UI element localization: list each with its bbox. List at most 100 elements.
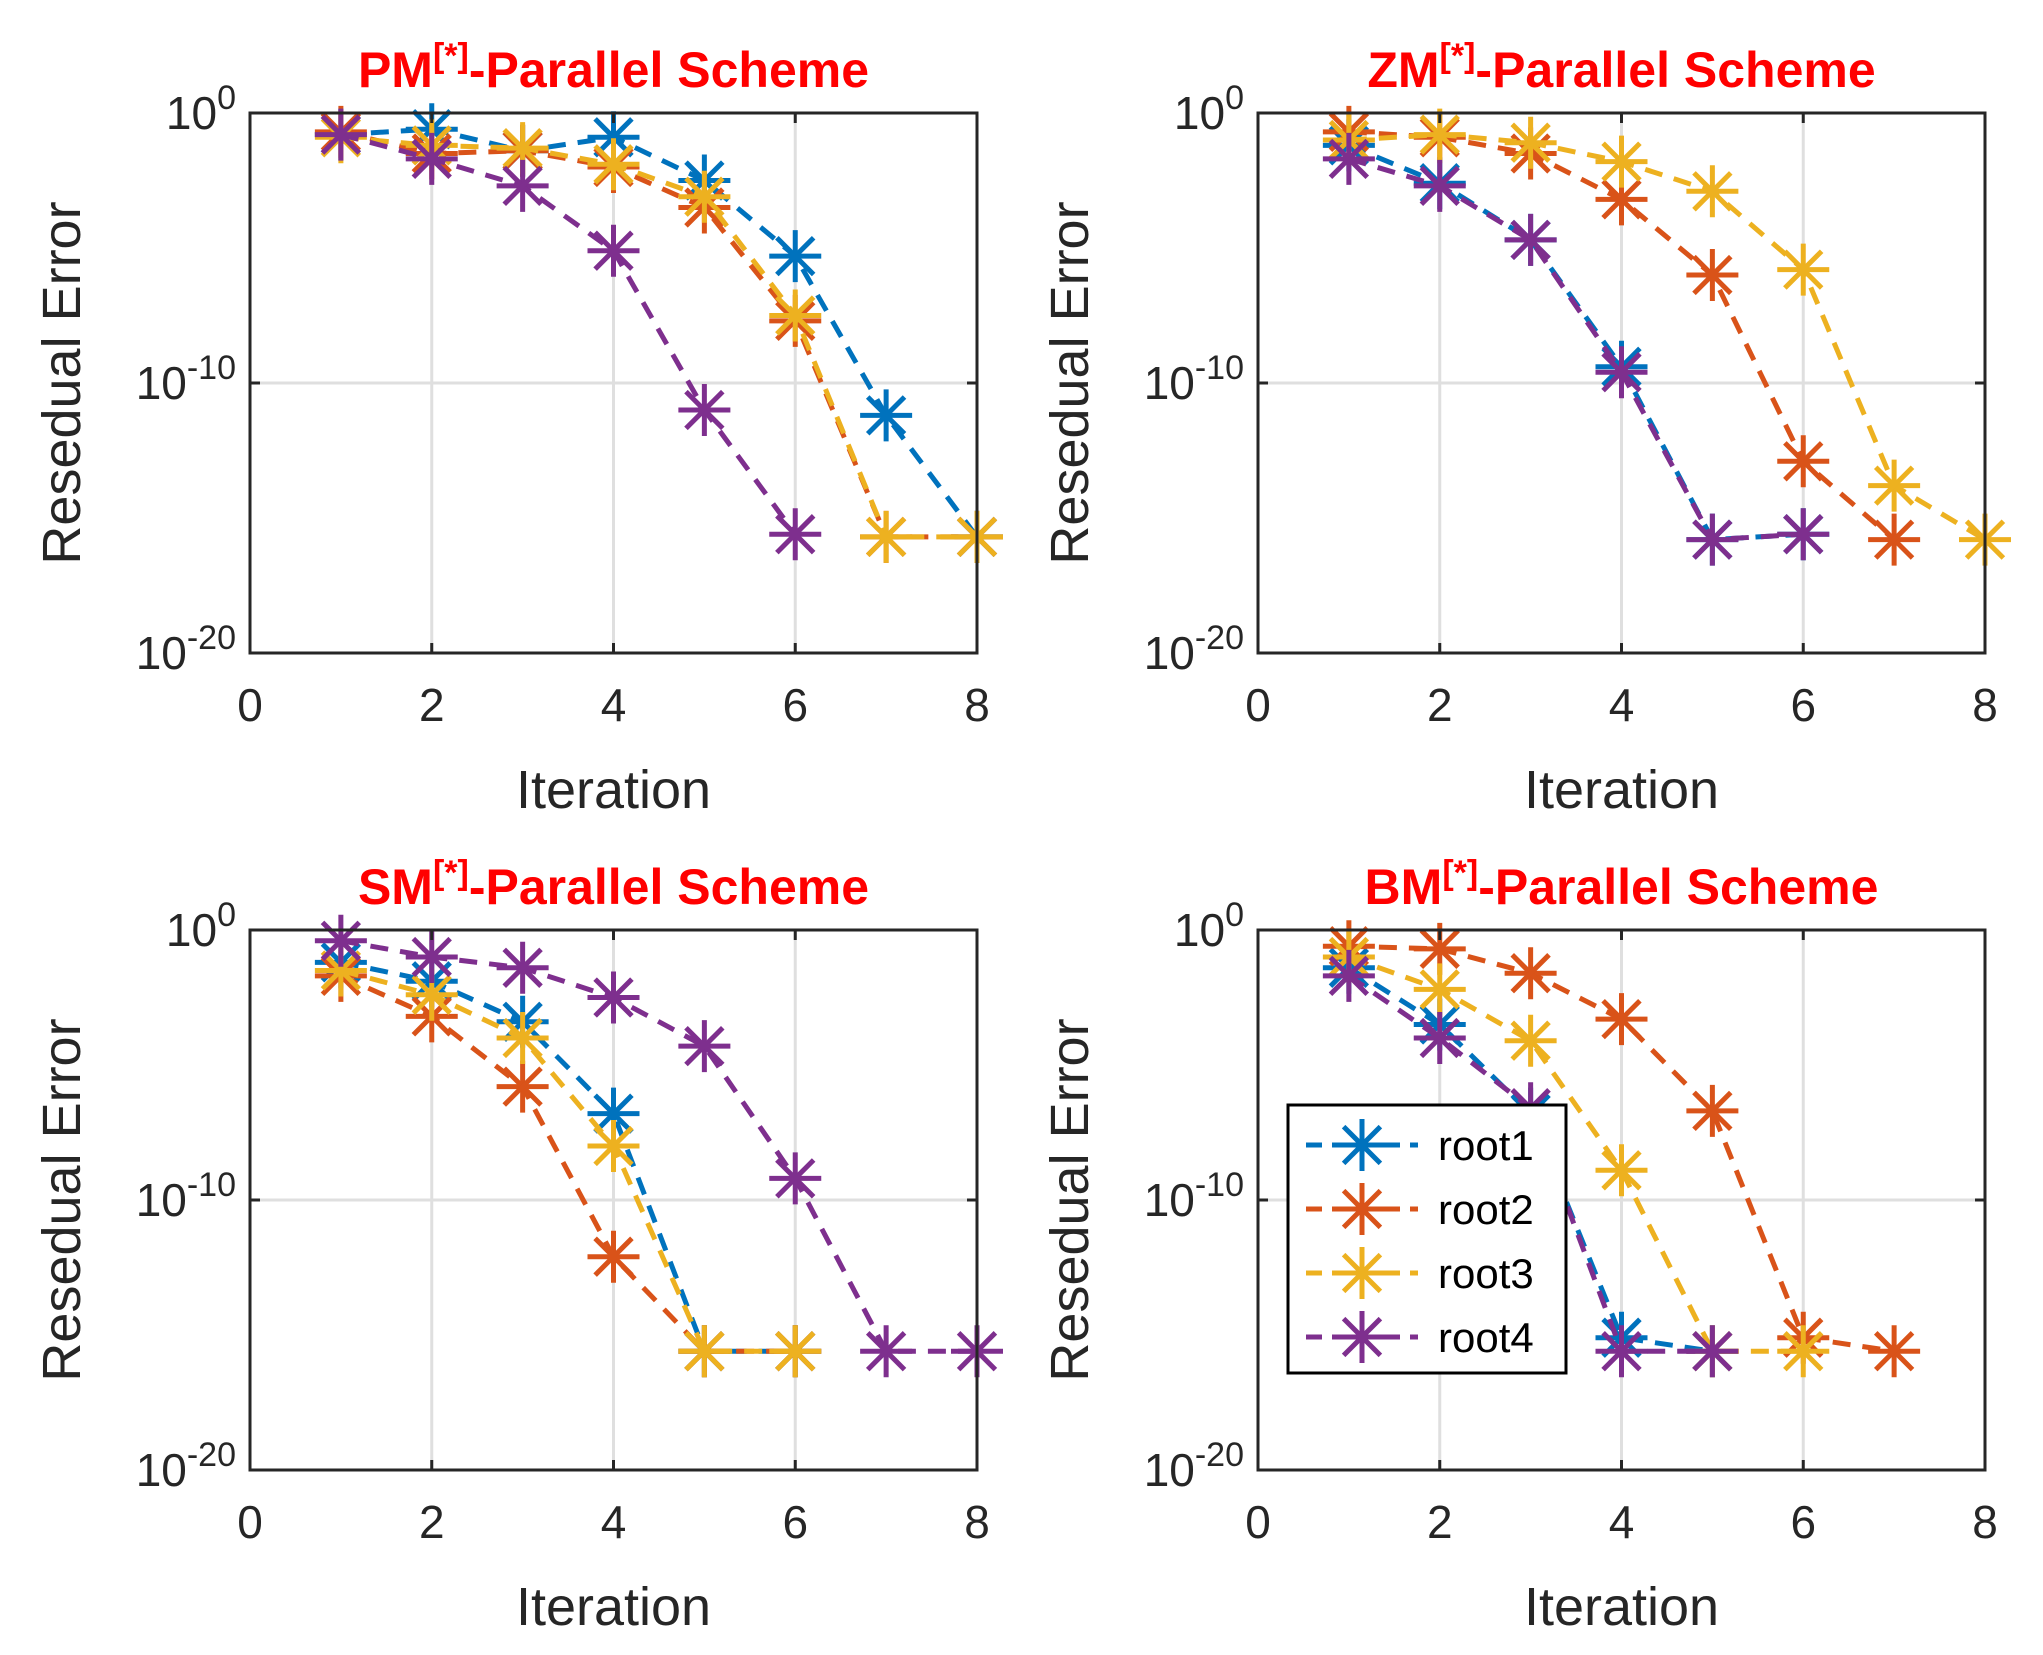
data-point-root4 <box>1595 346 1648 399</box>
y-tick-label: 10-20 <box>1144 619 1244 679</box>
chart-title: ZM[*]-Parallel Scheme <box>1367 37 1875 98</box>
y-tick-label: 10-20 <box>1144 1436 1244 1496</box>
data-point-root4 <box>405 132 458 185</box>
legend-entry-root4[interactable]: root4 <box>1306 1311 1534 1363</box>
legend-entry-root3[interactable]: root3 <box>1306 1247 1534 1299</box>
series-root3 <box>314 944 822 1378</box>
data-point-root1 <box>860 389 913 442</box>
data-point-root4 <box>1686 1325 1739 1378</box>
legend-label-root2: root2 <box>1438 1186 1534 1233</box>
data-point-root3 <box>1413 963 1466 1016</box>
y-tick-label: 10-20 <box>136 619 236 679</box>
legend-label-root1: root1 <box>1438 1122 1534 1169</box>
series-root4 <box>314 914 1003 1378</box>
y-axis-label: Resedual Error <box>1040 1018 1100 1381</box>
data-point-root4 <box>314 108 367 161</box>
data-point-root4 <box>1322 949 1375 1002</box>
data-point-root3 <box>678 170 731 223</box>
x-tick-label: 2 <box>419 679 445 731</box>
y-tick-label: 100 <box>1174 896 1244 956</box>
data-point-root1 <box>769 230 822 283</box>
x-tick-label: 0 <box>1245 679 1271 731</box>
x-tick-label: 2 <box>419 1496 445 1548</box>
data-point-root3 <box>1868 459 1921 512</box>
y-tick-label: 100 <box>166 79 236 139</box>
chart-title: SM[*]-Parallel Scheme <box>358 854 869 915</box>
y-tick-label: 10-10 <box>1144 1166 1244 1226</box>
data-point-root3 <box>1504 1014 1557 1067</box>
x-tick-label: 4 <box>1609 679 1635 731</box>
data-point-root3 <box>496 1012 549 1064</box>
data-point-root3 <box>860 510 913 563</box>
chart-panel-2: 0 2 4 6 8 100 10-10 10-20 Iteration Resedual Erro… <box>1040 37 2011 820</box>
x-tick-label: 6 <box>782 1496 808 1548</box>
chart-panel-4: 0 2 4 6 8 100 10-10 10-20 Iteration Resedual Erro… <box>1040 854 1998 1637</box>
chart-title: BM[*]-Parallel Scheme <box>1365 854 1879 915</box>
data-point-root4 <box>860 1325 913 1378</box>
data-point-root4 <box>1777 508 1830 561</box>
legend-entry-root1[interactable]: root1 <box>1306 1119 1534 1171</box>
legend-label-root4: root4 <box>1438 1314 1534 1361</box>
legend-marker-root2 <box>1336 1183 1388 1235</box>
chart-panel-3: 0 2 4 6 8 100 10-10 10-20 Iteration Resedual Erro… <box>32 854 1003 1637</box>
legend-marker-root1 <box>1336 1119 1388 1171</box>
data-point-root3 <box>587 1120 640 1172</box>
data-point-root4 <box>1413 1012 1466 1064</box>
data-point-root2 <box>1686 1084 1739 1137</box>
legend-box <box>1286 1103 1568 1375</box>
data-point-root4 <box>678 1020 731 1073</box>
x-tick-label: 0 <box>1245 1496 1271 1548</box>
data-point-root2 <box>1868 513 1921 566</box>
data-point-root3 <box>769 1325 822 1378</box>
chart-title: PM[*]-Parallel Scheme <box>358 37 869 98</box>
x-axis-label: Iteration <box>1524 760 1719 820</box>
legend-marker-root4 <box>1336 1311 1388 1363</box>
data-point-root1 <box>587 1087 640 1140</box>
data-point-root2 <box>496 1060 549 1113</box>
data-point-root4 <box>1595 1325 1648 1378</box>
y-tick-label: 10-10 <box>136 1166 236 1226</box>
y-tick-label: 100 <box>166 896 236 956</box>
y-tick-label: 10-20 <box>136 1436 236 1496</box>
series-root4 <box>314 108 822 561</box>
data-point-root4 <box>587 224 640 277</box>
series-line-root4 <box>1348 156 1804 543</box>
data-point-root3 <box>587 138 640 191</box>
data-point-root2 <box>587 1230 640 1283</box>
data-point-root4 <box>314 914 367 967</box>
data-point-root4 <box>678 384 731 436</box>
x-axis-label: Iteration <box>516 760 711 820</box>
series-root4 <box>1322 132 1830 566</box>
series-line-root1 <box>1347 965 1713 1354</box>
y-axis-label: Resedual Error <box>1040 201 1100 564</box>
data-point-root3 <box>769 289 822 342</box>
data-point-root3 <box>1504 116 1557 169</box>
x-tick-label: 6 <box>1790 1496 1816 1548</box>
x-tick-label: 0 <box>237 679 263 731</box>
y-axis-label: Resedual Error <box>32 1018 92 1381</box>
y-tick-label: 100 <box>1174 79 1244 139</box>
x-tick-label: 4 <box>601 679 627 731</box>
data-point-root3 <box>1777 1325 1830 1378</box>
data-point-root4 <box>587 971 640 1024</box>
data-point-root4 <box>769 1152 822 1205</box>
x-tick-label: 8 <box>964 1496 990 1548</box>
data-point-root2 <box>1595 993 1648 1046</box>
y-tick-label: 10-10 <box>136 349 236 409</box>
x-tick-label: 4 <box>1609 1496 1635 1548</box>
x-tick-label: 6 <box>1790 679 1816 731</box>
data-point-root2 <box>1686 249 1739 301</box>
data-point-root4 <box>496 941 549 994</box>
data-point-root2 <box>1868 1325 1921 1378</box>
x-axis-label: Iteration <box>1524 1577 1719 1637</box>
data-point-root3 <box>1595 1144 1648 1197</box>
legend-entry-root2[interactable]: root2 <box>1306 1183 1534 1235</box>
data-point-root3 <box>1686 165 1739 218</box>
y-tick-label: 10-10 <box>1144 349 1244 409</box>
data-point-root3 <box>678 1325 731 1378</box>
data-point-root3 <box>1777 243 1830 296</box>
data-point-root3 <box>314 944 367 997</box>
x-tick-label: 4 <box>601 1496 627 1548</box>
data-point-root4 <box>1686 513 1739 566</box>
